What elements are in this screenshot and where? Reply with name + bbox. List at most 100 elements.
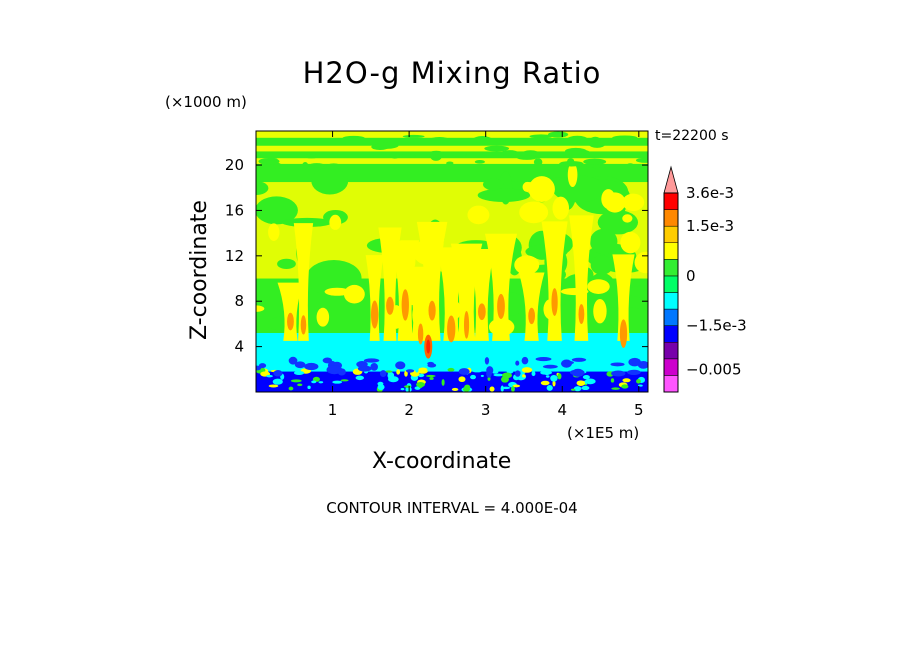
field-low-cell [622, 378, 631, 383]
field-yellow-cell [324, 287, 350, 296]
y-tick-label: 12 [225, 247, 244, 265]
field-low-cell [396, 369, 401, 375]
field-blue-cell [370, 362, 378, 371]
field-blue-cell [427, 363, 437, 368]
field-green-cell [484, 145, 510, 152]
field-green-cell [473, 136, 492, 144]
field-low-cell [531, 371, 536, 377]
field-green-cell [450, 152, 467, 157]
field-blue-cell [256, 365, 262, 371]
field-low-cell [385, 370, 393, 373]
field-blue-cell [395, 361, 406, 370]
field-yellow-cell [567, 162, 578, 188]
field-blue-cell [486, 366, 494, 375]
field-green-cell [626, 285, 648, 298]
field-plume-core [428, 300, 436, 321]
field-yellow-cell [620, 231, 641, 254]
field-green-cell [273, 162, 282, 169]
field-plume-core [463, 310, 470, 339]
field-low-cell [493, 373, 504, 377]
field-green-cell [612, 135, 638, 140]
field-low-cell [552, 380, 556, 387]
field-green-cell [303, 154, 320, 159]
colorbar-segment [663, 325, 679, 343]
field-green-cell [342, 135, 365, 141]
field-low-cell [427, 368, 434, 372]
field-plume-core [578, 304, 585, 325]
y-axis-unit: (×1000 m) [165, 93, 247, 111]
field-low-cell [550, 374, 558, 382]
field-blue-cell [569, 369, 585, 376]
field-low-cell [293, 370, 305, 375]
chart-title: H2O-g Mixing Ratio [302, 56, 602, 90]
field-blue-cell [628, 357, 641, 367]
field-low-cell [377, 384, 385, 391]
field-low-cell [501, 372, 513, 379]
field-low-cell [545, 375, 550, 378]
field-low-cell [511, 386, 515, 392]
field-low-cell [521, 367, 533, 373]
field-low-cell [621, 384, 629, 389]
colorbar-segment [663, 242, 679, 260]
field-green-cell [552, 175, 605, 203]
field-green-cell [401, 153, 416, 158]
field-blue-cell [484, 357, 490, 365]
field-green-cell [402, 134, 425, 138]
y-tick-label: 4 [234, 338, 244, 356]
field-blue-cell [542, 364, 558, 369]
field-plume-core [401, 289, 409, 321]
colorbar-frame [663, 192, 679, 393]
field-low-cell [311, 380, 317, 384]
field-yellow-cell [316, 307, 330, 327]
field-low-cell [290, 379, 302, 383]
field-low-cell [581, 385, 590, 391]
colorbar-segment [663, 308, 679, 326]
field-green-cell [267, 157, 278, 161]
field-yellow-cell [622, 214, 633, 223]
field-plume-core [551, 288, 558, 316]
field-yellow-cell [522, 181, 533, 193]
field-yellow-cell [593, 298, 607, 324]
field-low-cell [417, 373, 425, 378]
field-max-core-inner [426, 339, 431, 354]
colorbar-segment [663, 259, 679, 277]
field-low-cell [340, 379, 349, 382]
field-low-cell [487, 376, 491, 381]
field-top-band [256, 145, 648, 152]
field-low-cell [447, 367, 455, 372]
field-yellow-cell [622, 193, 645, 212]
field-blue-cell [326, 365, 343, 375]
field-green-cell [529, 134, 553, 139]
field-green-cell [590, 255, 613, 275]
field-plume-core [497, 293, 505, 320]
field-green-cell [389, 152, 400, 159]
contour-interval-label: CONTOUR INTERVAL = 4.000E-04 [326, 499, 578, 517]
field-yellow-cell [256, 305, 265, 312]
x-tick-label: 3 [481, 401, 491, 419]
field-plume [541, 221, 568, 341]
field-low-cell [288, 386, 294, 391]
field-plume [365, 255, 384, 341]
field-blue-cell [610, 362, 625, 367]
field-low-cell [404, 370, 408, 377]
x-axis: 1 2 3 4 5 [328, 131, 644, 419]
field-low-cell [570, 388, 576, 391]
field-blue-cell [521, 356, 529, 365]
field-plume-core [447, 315, 456, 343]
field-green-cell [308, 163, 325, 168]
field-green-cell [374, 142, 399, 149]
field-low-cell [297, 383, 303, 387]
field-low-cell [480, 374, 484, 378]
field-low-cell [543, 369, 551, 376]
field-low-cell [451, 387, 459, 391]
field-blue-cell [360, 366, 370, 371]
field-green-cell [567, 158, 575, 165]
field-low-cell [546, 385, 553, 391]
field-green-cell [256, 181, 269, 196]
field-plume-core [300, 315, 307, 335]
field-low-cell [404, 385, 412, 388]
field-green-cell [547, 131, 569, 138]
field-low-cell [268, 384, 279, 388]
